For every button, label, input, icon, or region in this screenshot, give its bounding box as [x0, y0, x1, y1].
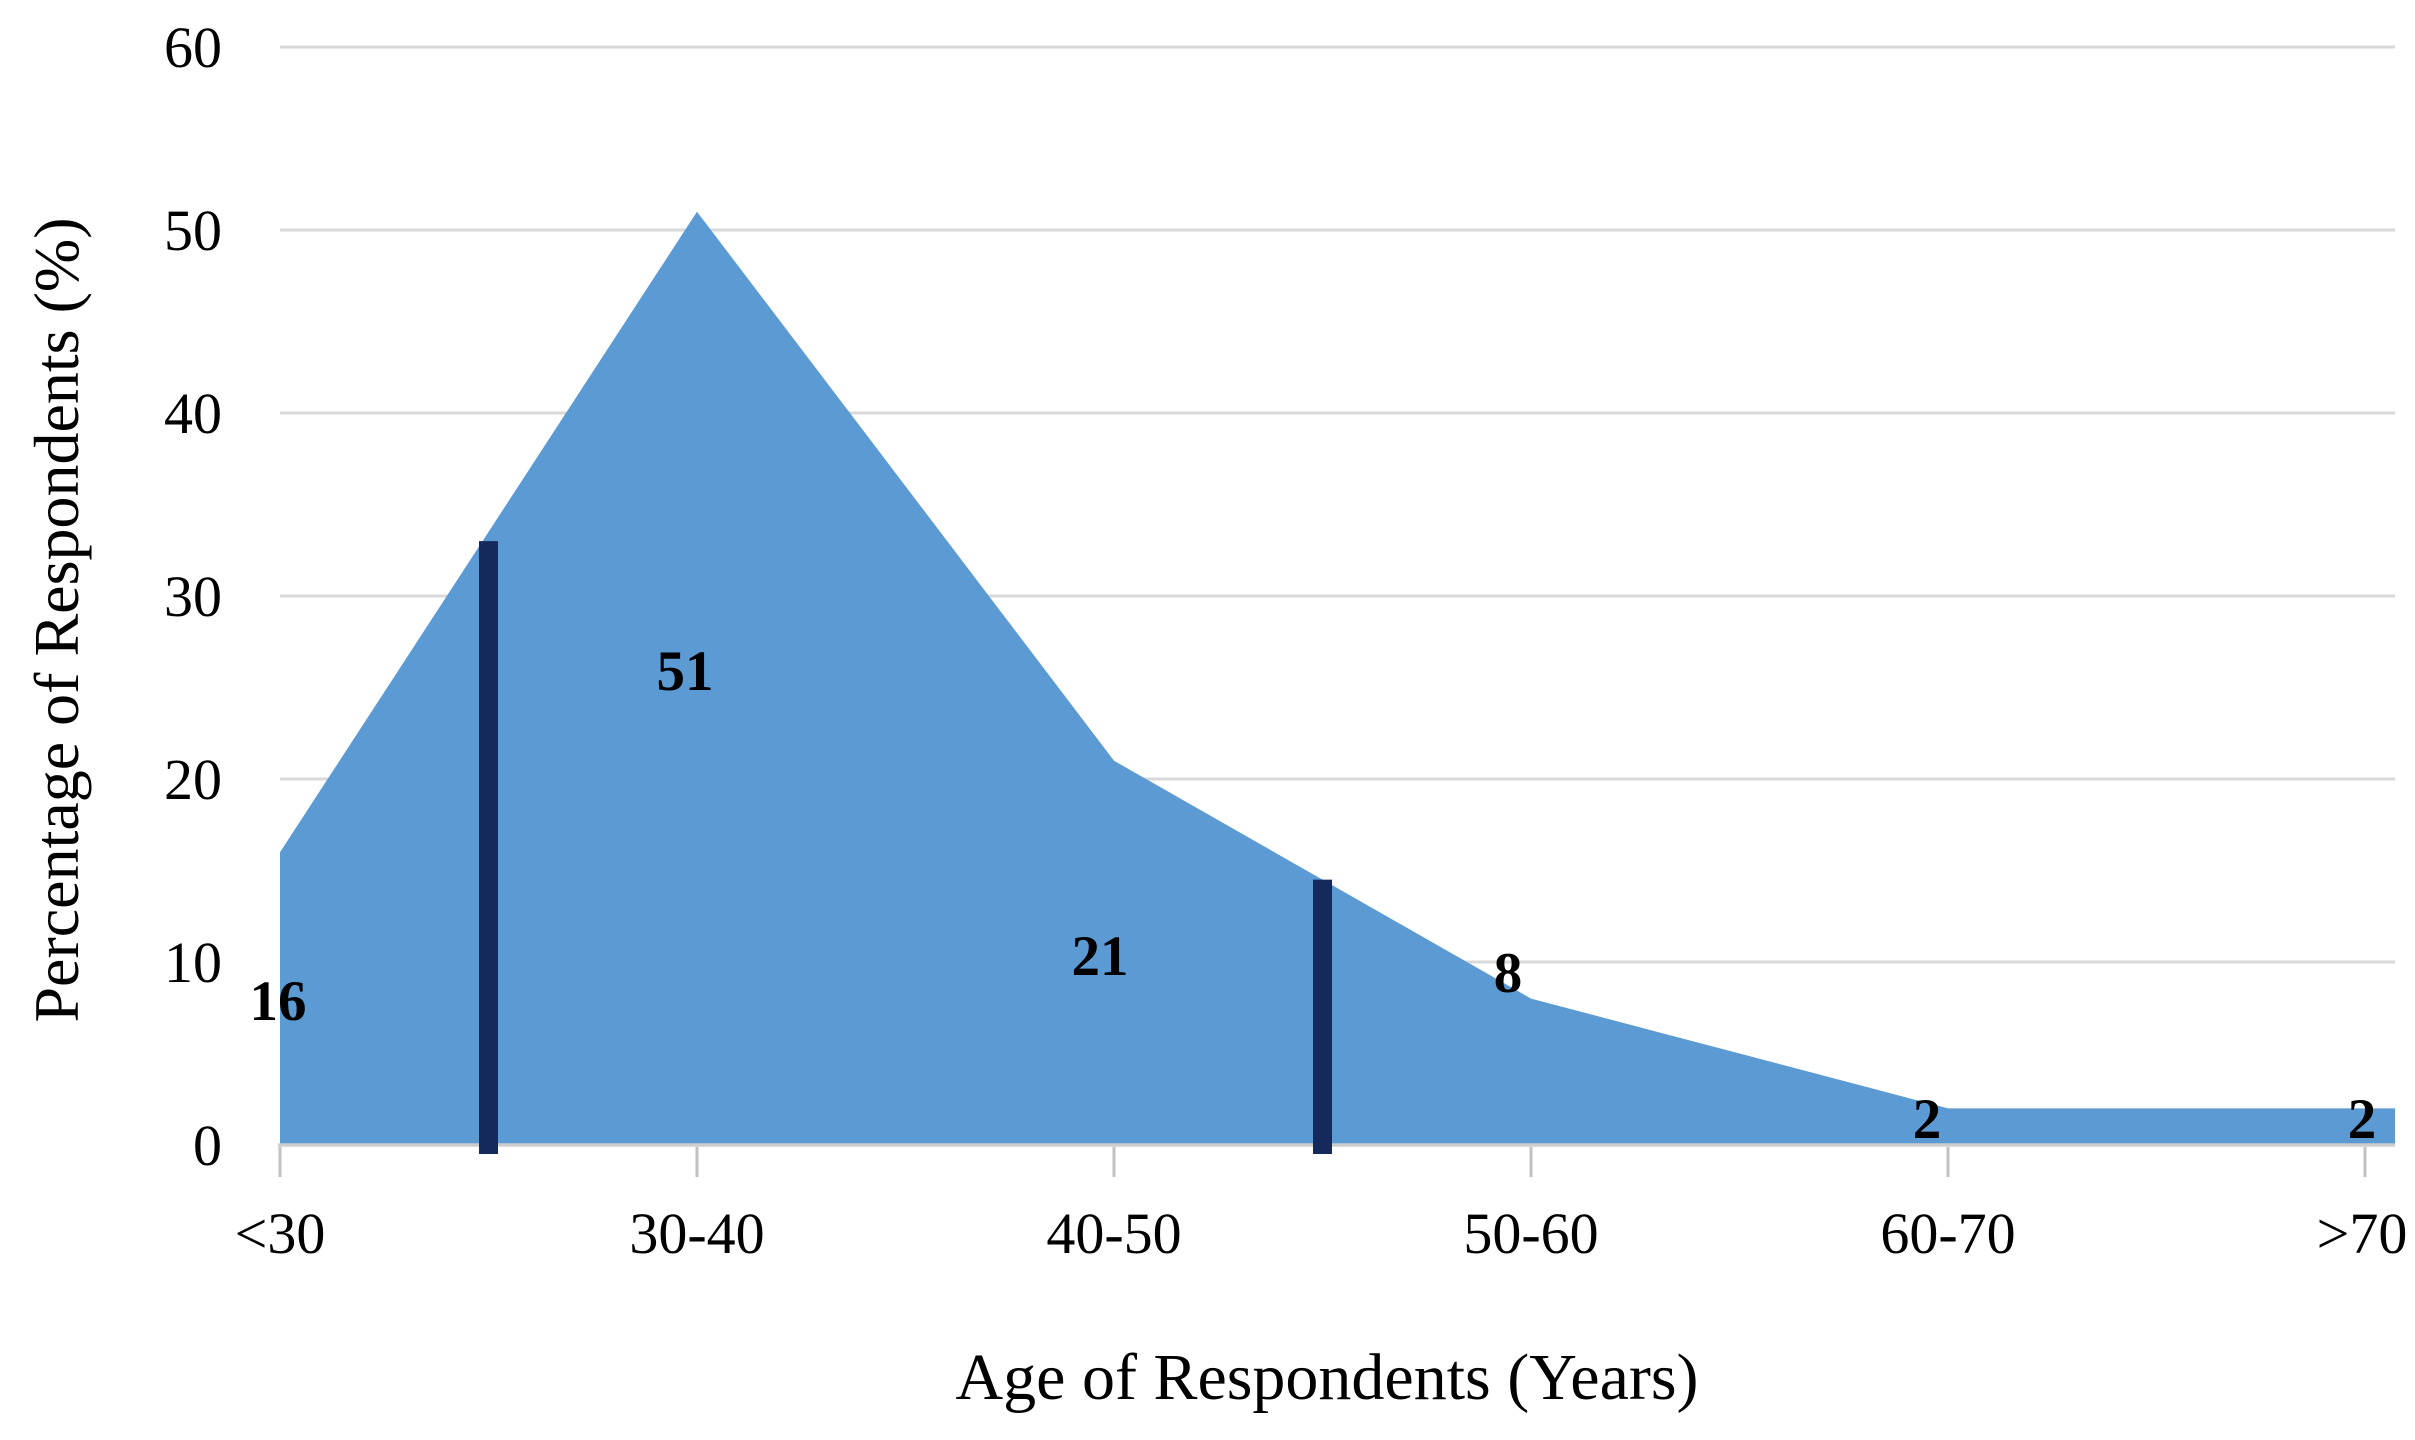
- x-tick-label: >70: [2317, 1201, 2408, 1266]
- data-label: 51: [657, 640, 714, 703]
- marker-bar: [479, 541, 498, 1154]
- y-tick-label: 20: [164, 747, 222, 812]
- y-tick-label: 40: [164, 381, 222, 446]
- x-tick-label: 40-50: [1046, 1201, 1181, 1266]
- data-label: 2: [2348, 1088, 2377, 1151]
- x-tick-label: 60-70: [1880, 1201, 2015, 1266]
- y-tick-label: 50: [164, 198, 222, 263]
- y-tick-label: 60: [164, 15, 222, 80]
- x-tick-label: 30-40: [629, 1201, 764, 1266]
- data-label: 21: [1072, 925, 1129, 988]
- data-label: 8: [1494, 942, 1523, 1005]
- x-tick-label: <30: [235, 1201, 326, 1266]
- y-axis-title: Percentage of Respondents (%): [21, 217, 92, 1023]
- y-tick-label: 10: [164, 930, 222, 995]
- area-series: [280, 211, 2395, 1144]
- y-tick-label: 0: [193, 1113, 222, 1178]
- data-label: 2: [1913, 1088, 1942, 1151]
- x-tick-label: 50-60: [1463, 1201, 1598, 1266]
- data-label: 16: [250, 970, 307, 1033]
- y-tick-label: 30: [164, 564, 222, 629]
- x-axis-title: Age of Respondents (Years): [955, 1341, 1699, 1414]
- marker-bar: [1313, 879, 1332, 1154]
